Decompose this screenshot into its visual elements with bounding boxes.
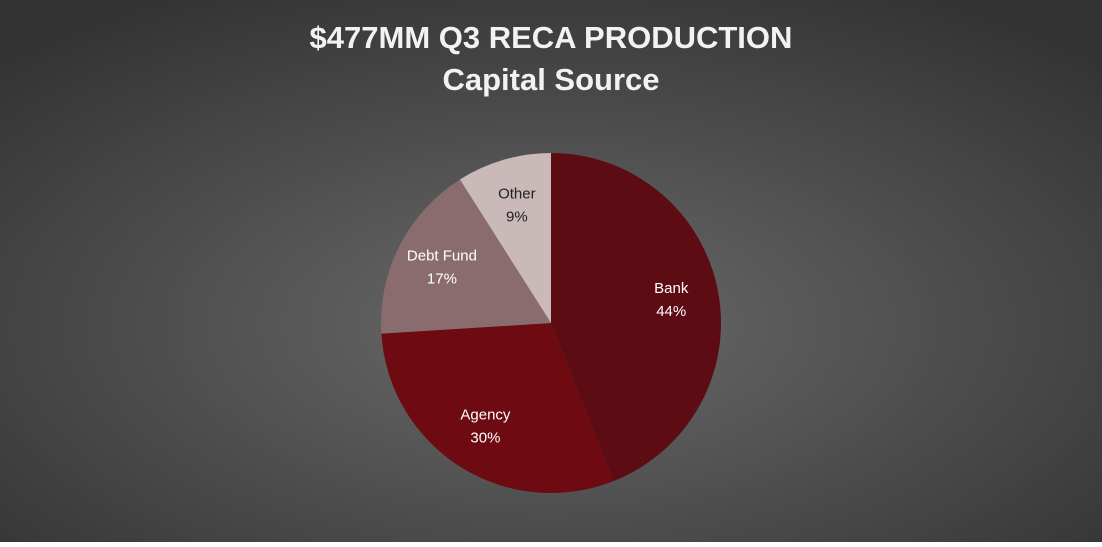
slice-value-label: 9%: [506, 208, 528, 225]
slice-label: Debt Fund: [407, 247, 477, 264]
pie-slice: [459, 153, 551, 323]
pie-slice: [381, 179, 551, 334]
slice-value-label: 44%: [656, 303, 686, 320]
slice-label: Bank: [654, 280, 689, 297]
chart-title: $477MM Q3 RECA PRODUCTION: [310, 20, 793, 55]
pie-slice: [551, 153, 722, 482]
chart-subtitle: Capital Source: [442, 62, 659, 97]
slice-label: Agency: [460, 406, 511, 423]
pie-slice: [381, 323, 614, 494]
slice-label: Other: [498, 185, 536, 202]
slice-value-label: 30%: [470, 429, 500, 446]
slice-value-label: 17%: [427, 270, 457, 287]
